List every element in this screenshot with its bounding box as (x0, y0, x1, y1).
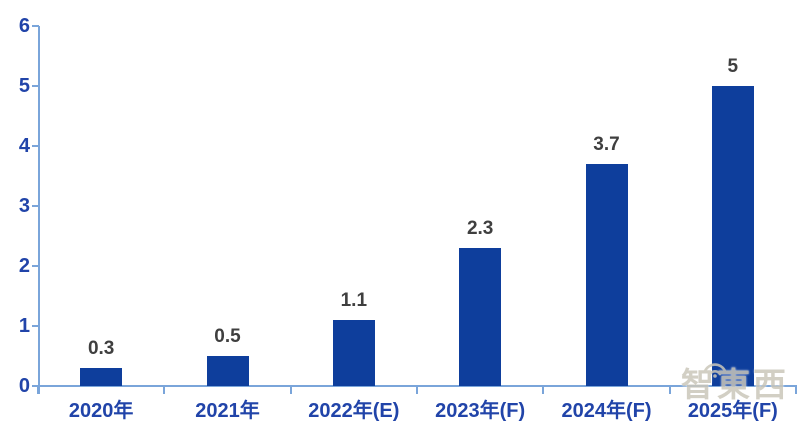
y-tick-label: 2 (18, 255, 30, 277)
y-tick-label: 1 (18, 315, 30, 337)
bar-value-label: 3.7 (593, 134, 620, 155)
x-axis-label: 2021年 (195, 400, 260, 422)
y-tick-label: 3 (18, 195, 30, 217)
x-axis-label: 2022年(E) (308, 400, 400, 422)
x-tick-mark (668, 386, 671, 394)
x-tick-mark (289, 386, 292, 394)
y-tick-mark (32, 265, 39, 267)
bar-value-label: 0.5 (214, 326, 241, 347)
y-tick-mark (32, 145, 39, 147)
bar (712, 86, 754, 386)
y-tick-mark (32, 325, 39, 327)
y-tick-label: 6 (18, 15, 30, 37)
y-tick-label: 4 (18, 135, 30, 157)
bar-value-label: 5 (727, 56, 739, 77)
bar (459, 248, 501, 386)
bar-value-label: 1.1 (340, 290, 368, 311)
x-tick-mark (163, 386, 166, 394)
y-tick-label: 0 (18, 375, 30, 397)
bar (333, 320, 375, 386)
bar (586, 164, 628, 386)
x-axis-label: 2025年(F) (687, 400, 778, 422)
x-tick-mark (416, 386, 418, 394)
x-tick-mark (542, 386, 545, 394)
y-axis-line (38, 26, 40, 394)
bar-value-label: 2.3 (466, 218, 494, 239)
x-axis-label: 2024年(F) (561, 400, 652, 422)
bar (80, 368, 122, 386)
x-tick-mark (37, 386, 39, 394)
x-axis-label: 2023年(F) (435, 400, 526, 422)
bar (207, 356, 249, 386)
y-tick-label: 5 (18, 75, 30, 97)
y-tick-mark (32, 205, 39, 207)
x-axis-label: 2020年 (68, 400, 134, 422)
y-tick-mark (32, 85, 39, 87)
bar-value-label: 0.3 (87, 338, 115, 359)
y-tick-mark (32, 25, 39, 27)
y-tick-mark (32, 385, 39, 387)
x-tick-mark (795, 386, 797, 394)
